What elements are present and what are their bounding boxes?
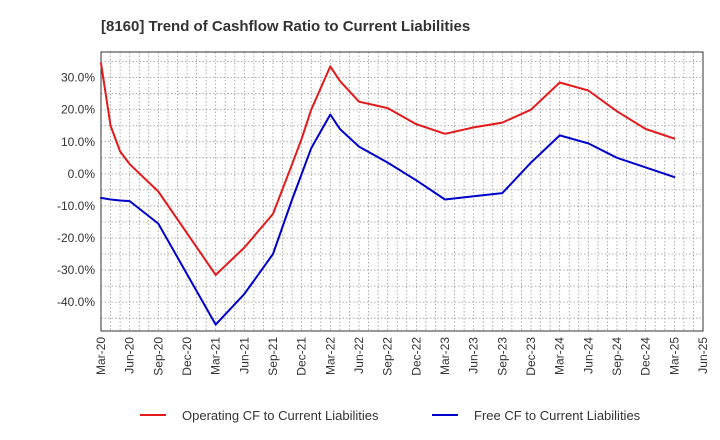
y-tick-label: -20.0% — [57, 231, 95, 245]
x-tick-label: Mar-20 — [94, 337, 108, 375]
x-tick-label: Sep-24 — [610, 337, 624, 376]
x-tick-label: Jun-25 — [696, 337, 710, 374]
legend: Operating CF to Current Liabilities Free … — [140, 408, 641, 423]
x-tick-label: Jun-21 — [237, 337, 251, 374]
x-tick-label: Sep-20 — [151, 337, 165, 376]
series-group — [100, 62, 676, 326]
x-tick-label: Mar-24 — [553, 337, 567, 375]
y-tick-label: 0.0% — [68, 167, 96, 181]
x-tick-label: Mar-21 — [209, 337, 223, 375]
x-tick-label: Dec-21 — [295, 337, 309, 376]
y-axis: -40.0% -30.0% -20.0% -10.0% 0.0% 10.0% 20.0% 30… — [57, 71, 95, 309]
chart-title: [8160] Trend of Cashflow Ratio to Curren… — [101, 18, 470, 35]
series-line-2 — [100, 113, 676, 326]
y-tick-label: -40.0% — [57, 295, 95, 309]
x-tick-label: Jun-20 — [123, 337, 137, 374]
y-tick-label: 10.0% — [61, 135, 95, 149]
x-tick-label: Sep-21 — [266, 337, 280, 376]
x-tick-label: Dec-22 — [409, 337, 423, 376]
x-tick-label: Sep-23 — [495, 337, 509, 376]
y-tick-label: -10.0% — [57, 199, 95, 213]
y-tick-label: -30.0% — [57, 263, 95, 277]
legend-label-1: Operating CF to Current Liabilities — [182, 408, 379, 423]
x-tick-label: Jun-24 — [581, 337, 595, 374]
x-tick-label: Mar-22 — [323, 337, 337, 375]
x-tick-label: Jun-22 — [352, 337, 366, 374]
series-line-1 — [100, 62, 676, 276]
legend-label-2: Free CF to Current Liabilities — [474, 408, 641, 423]
grid — [100, 52, 704, 331]
x-tick-label: Dec-20 — [180, 337, 194, 376]
x-tick-label: Mar-23 — [438, 337, 452, 375]
x-tick-label: Dec-23 — [524, 337, 538, 376]
y-tick-label: 20.0% — [61, 103, 95, 117]
plot-area — [100, 51, 704, 332]
x-tick-label: Jun-23 — [467, 337, 481, 374]
x-tick-label: Dec-24 — [639, 337, 653, 376]
x-tick-label: Sep-22 — [381, 337, 395, 376]
x-tick-label: Mar-25 — [667, 337, 681, 375]
x-axis: Mar-20 Jun-20 Sep-20 Dec-20 Mar-21 Jun-21 Sep-… — [94, 337, 710, 376]
y-tick-label: 30.0% — [61, 71, 95, 85]
